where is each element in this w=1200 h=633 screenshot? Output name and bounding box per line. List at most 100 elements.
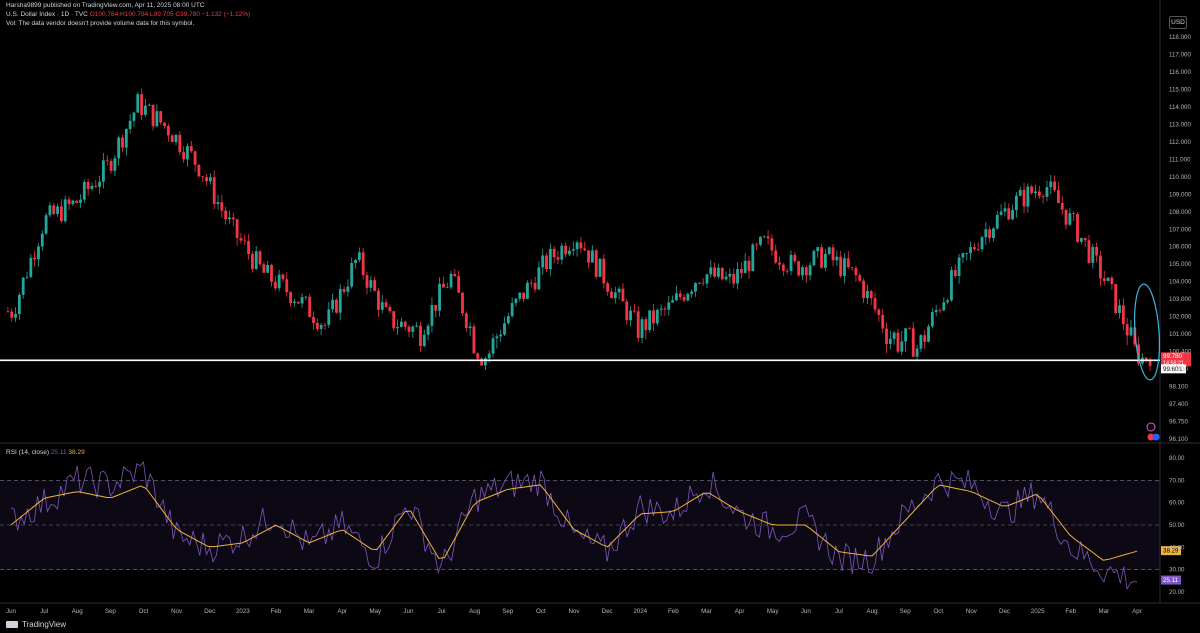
candle-body: [464, 313, 468, 329]
candle-body: [793, 254, 797, 262]
x-tick-label: Sep: [105, 608, 117, 615]
candle-body: [923, 335, 927, 342]
candle-body: [548, 248, 552, 270]
x-tick-label: May: [767, 608, 780, 615]
candle-body: [720, 267, 724, 280]
x-tick-label: Jun: [403, 608, 414, 615]
candle-body: [717, 267, 720, 277]
x-tick-label: 2024: [633, 608, 647, 615]
candle-body: [476, 353, 480, 359]
candle-body: [514, 298, 518, 304]
tradingview-logo[interactable]: TradingView: [6, 620, 66, 629]
candle-body: [1095, 246, 1099, 256]
candle-body: [1137, 344, 1141, 364]
rsi-legend[interactable]: RSI (14, close) 25.11 38.29: [6, 449, 85, 456]
candle-body: [1034, 191, 1037, 194]
price-tick-label: 115.000: [1169, 86, 1191, 93]
candle-body: [961, 253, 965, 258]
rsi-label: RSI (14, close): [6, 449, 49, 456]
candle-body: [873, 298, 877, 310]
candle-body: [785, 270, 789, 272]
price-tick-label: 100.400: [1169, 349, 1192, 356]
candles-layer: [6, 88, 1152, 371]
candle-body: [147, 104, 151, 106]
candle-body: [866, 290, 869, 299]
currency-button[interactable]: USD: [1169, 16, 1187, 29]
candle-body: [1064, 209, 1068, 225]
candle-body: [972, 247, 976, 250]
candle-body: [273, 281, 277, 289]
candle-body: [1121, 305, 1125, 325]
candle-body: [365, 275, 369, 288]
candle-body: [812, 251, 816, 266]
candle-body: [342, 288, 346, 292]
x-tick-label: Feb: [668, 608, 679, 615]
country-flag-icon: [1147, 433, 1155, 441]
candle-body: [804, 267, 808, 276]
x-tick-label: Sep: [900, 608, 912, 615]
candle-body: [797, 261, 801, 276]
candle-body: [1041, 196, 1045, 197]
candle-body: [1018, 189, 1022, 196]
support-price-tag: [1161, 364, 1186, 374]
candle-body: [774, 250, 778, 263]
candle-body: [163, 122, 166, 126]
x-tick-label: Jun: [801, 608, 812, 615]
candle-body: [999, 211, 1003, 215]
candle-body: [1091, 246, 1095, 263]
candle-body: [396, 327, 399, 329]
candle-body: [697, 282, 701, 284]
candle-body: [1118, 305, 1121, 314]
candle-body: [285, 279, 289, 293]
candle-body: [17, 294, 21, 315]
price-countdown-label: 14:58:21: [1163, 360, 1184, 366]
price-tick-label: 113.000: [1169, 121, 1191, 128]
candle-body: [686, 293, 690, 301]
candle-body: [518, 292, 522, 299]
candle-body: [182, 152, 186, 160]
candle-body: [1083, 237, 1087, 241]
candle-body: [6, 311, 10, 313]
x-tick-label: Aug: [867, 608, 879, 615]
rsi-tick-label: 30.00: [1169, 567, 1185, 574]
price-tick-label: 118.000: [1169, 34, 1191, 41]
candle-body: [430, 304, 434, 326]
candle-body: [533, 282, 537, 290]
candle-body: [1049, 181, 1053, 188]
candle-body: [281, 274, 285, 280]
x-tick-label: Jul: [40, 608, 48, 615]
candle-body: [831, 247, 835, 261]
candle-body: [571, 249, 575, 251]
candle-body: [90, 185, 94, 189]
candle-body: [541, 255, 545, 268]
candle-body: [529, 282, 533, 284]
candle-body: [201, 176, 205, 178]
candle-body: [56, 206, 59, 215]
candle-body: [858, 275, 862, 281]
candle-body: [247, 241, 250, 254]
candle-body: [1144, 357, 1148, 361]
candle-body: [495, 336, 499, 339]
x-tick-label: Jul: [835, 608, 843, 615]
candle-body: [862, 280, 865, 299]
x-tick-label: Oct: [536, 608, 546, 615]
published-by-text: Harsha9899 published on TradingView.com,…: [6, 2, 205, 9]
symbol-ohlc-legend[interactable]: U.S. Dollar Index · 1D · TVC O100.784 H1…: [6, 11, 250, 19]
candle-body: [854, 268, 858, 276]
candle-body: [671, 300, 674, 303]
candle-body: [109, 161, 113, 171]
candle-body: [1099, 255, 1102, 279]
candle-body: [102, 160, 105, 182]
rsi-tick-label: 70.00: [1169, 477, 1185, 484]
candle-body: [1030, 186, 1034, 194]
candle-body: [606, 283, 610, 292]
candle-body: [839, 256, 843, 276]
x-tick-label: 2023: [236, 608, 250, 615]
rsi-tick-label: 20.00: [1169, 589, 1185, 596]
candle-body: [327, 309, 331, 325]
candle-body: [422, 334, 426, 346]
candle-body: [583, 248, 587, 251]
candle-body: [736, 269, 739, 284]
